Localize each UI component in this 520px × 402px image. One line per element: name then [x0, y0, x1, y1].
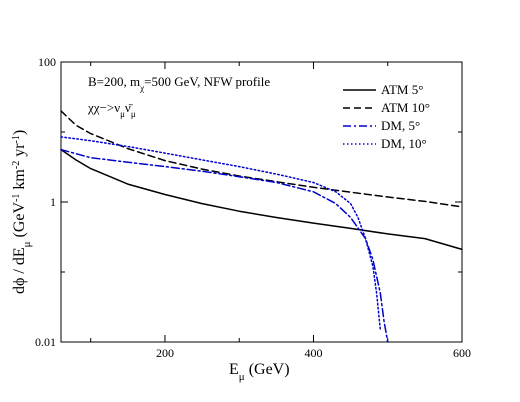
y-axis-title: dϕ / dEμ (GeV-1 km-2 yr-1)	[11, 130, 34, 294]
series-layer	[60, 110, 463, 343]
annotation-channel: χχ−>νμν̄μ	[87, 100, 136, 119]
y-tick-label: 100	[38, 55, 56, 69]
axis-ticks	[61, 61, 463, 343]
series-line-4	[60, 136, 382, 331]
x-tick-label: 400	[304, 346, 322, 360]
x-tick-label: 200	[156, 346, 174, 360]
tick-labels: 200 400 600 0.01 1 100	[35, 55, 471, 360]
legend: ATM 5° ATM 10° DM, 5° DM, 10°	[343, 82, 430, 151]
legend-label-1: ATM 5°	[381, 82, 423, 97]
legend-label-3: DM, 5°	[381, 118, 420, 133]
x-axis-title: Eμ (GeV)	[229, 361, 290, 383]
x-tick-label: 600	[453, 346, 471, 360]
series-line-1	[60, 148, 463, 251]
legend-label-2: ATM 10°	[381, 100, 430, 115]
y-tick-label: 0.01	[35, 335, 56, 349]
series-line-3	[60, 148, 389, 343]
legend-label-4: DM, 10°	[381, 136, 427, 151]
annotation-params: B=200, mχ=500 GeV, NFW profile	[88, 74, 270, 93]
y-tick-label: 1	[50, 195, 56, 209]
